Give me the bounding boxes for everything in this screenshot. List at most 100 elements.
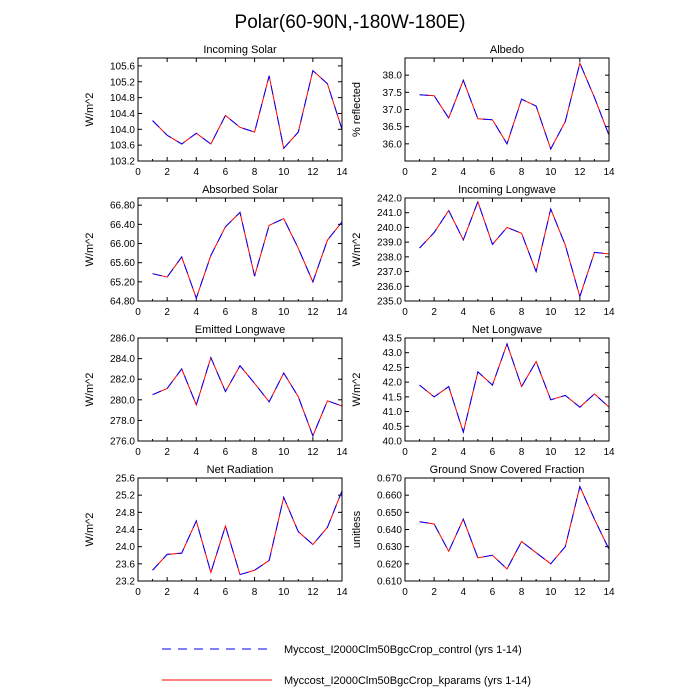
y-tick-label: 25.6 bbox=[116, 474, 136, 485]
panel-incoming-solar: Incoming Solar W/m^2 0 2 4 6 8 10 12 14 103.2 103.6… bbox=[84, 44, 348, 178]
x-tick-label: 2 bbox=[431, 587, 437, 598]
series-line-kparams bbox=[152, 211, 343, 300]
y-tick-label: 36.0 bbox=[383, 139, 403, 150]
x-tick-label: 12 bbox=[574, 587, 586, 598]
y-tick-label: 286.0 bbox=[110, 334, 135, 345]
x-tick-label: 2 bbox=[164, 447, 170, 458]
x-tick-label: 12 bbox=[574, 447, 586, 458]
legend-label-kparams: Myccost_I2000Clm50BgcCrop_kparams (yrs 1… bbox=[284, 675, 531, 687]
panel-incoming-longwave: Incoming Longwave W/m^2 0 2 4 6 8 10 12 14 235.0 23… bbox=[351, 184, 615, 318]
x-tick-label: 0 bbox=[135, 167, 141, 178]
series-line-control bbox=[419, 485, 610, 570]
panel-absorbed-solar: Absorbed Solar W/m^2 0 2 4 6 8 10 12 14 64.80 65.20… bbox=[84, 184, 348, 318]
y-tick-label: 24.0 bbox=[116, 542, 136, 553]
y-tick-label: 0.660 bbox=[377, 491, 402, 502]
x-tick-label: 0 bbox=[402, 447, 408, 458]
series-line-kparams bbox=[419, 200, 610, 299]
x-tick-label: 14 bbox=[603, 447, 615, 458]
plot-frame bbox=[137, 57, 343, 162]
x-tick-label: 14 bbox=[336, 587, 348, 598]
y-tick-label: 37.0 bbox=[383, 105, 403, 116]
y-axis-label: W/m^2 bbox=[84, 373, 96, 407]
x-tick-label: 4 bbox=[461, 447, 467, 458]
series-line-control bbox=[152, 211, 343, 300]
y-tick-label: 37.5 bbox=[383, 88, 403, 99]
y-tick-label: 105.6 bbox=[110, 61, 135, 72]
y-tick-label: 238.0 bbox=[377, 252, 402, 263]
x-tick-label: 4 bbox=[461, 167, 467, 178]
x-tick-label: 2 bbox=[164, 167, 170, 178]
y-tick-label: 64.80 bbox=[110, 297, 135, 308]
x-tick-label: 0 bbox=[402, 587, 408, 598]
x-tick-label: 12 bbox=[307, 587, 319, 598]
y-tick-label: 242.0 bbox=[377, 194, 402, 205]
x-tick-label: 0 bbox=[135, 587, 141, 598]
x-tick-label: 2 bbox=[164, 307, 170, 318]
series-line-kparams bbox=[419, 485, 610, 570]
y-tick-label: 0.630 bbox=[377, 542, 402, 553]
x-tick-label: 10 bbox=[545, 307, 557, 318]
x-tick-label: 6 bbox=[223, 307, 229, 318]
y-tick-label: 237.0 bbox=[377, 267, 402, 278]
x-tick-label: 10 bbox=[278, 447, 290, 458]
panel-title: Albedo bbox=[490, 44, 524, 56]
x-tick-label: 0 bbox=[402, 307, 408, 318]
x-tick-label: 14 bbox=[336, 307, 348, 318]
y-tick-label: 240.0 bbox=[377, 223, 402, 234]
x-tick-label: 0 bbox=[135, 447, 141, 458]
x-tick-label: 10 bbox=[545, 447, 557, 458]
panel-title: Absorbed Solar bbox=[202, 184, 278, 196]
x-tick-label: 6 bbox=[223, 447, 229, 458]
x-tick-label: 6 bbox=[490, 447, 496, 458]
series-line-kparams bbox=[419, 342, 610, 435]
panel-title: Incoming Solar bbox=[203, 44, 277, 56]
y-tick-label: 105.2 bbox=[110, 77, 135, 88]
panel-ground-snow-covered-fraction: Ground Snow Covered Fraction unitless 0 2 4 6… bbox=[351, 464, 615, 598]
x-tick-label: 2 bbox=[431, 307, 437, 318]
y-tick-label: 25.2 bbox=[116, 491, 136, 502]
y-tick-label: 280.0 bbox=[110, 395, 135, 406]
y-tick-label: 66.80 bbox=[110, 201, 135, 212]
panel-emitted-longwave: Emitted Longwave W/m^2 0 2 4 6 8 10 12 14 276.0 278… bbox=[84, 324, 348, 458]
x-tick-label: 4 bbox=[194, 587, 200, 598]
x-tick-label: 14 bbox=[603, 167, 615, 178]
x-tick-label: 14 bbox=[603, 307, 615, 318]
x-tick-label: 14 bbox=[603, 587, 615, 598]
y-tick-label: 0.610 bbox=[377, 577, 402, 588]
panel-net-longwave: Net Longwave W/m^2 0 2 4 6 8 10 12 14 40.0 40.5 41.0… bbox=[351, 324, 615, 458]
y-axis-label: % reflected bbox=[351, 82, 363, 137]
series-line-control bbox=[419, 61, 610, 151]
panel-title: Net Radiation bbox=[207, 464, 274, 476]
x-tick-label: 8 bbox=[519, 307, 525, 318]
x-tick-label: 8 bbox=[252, 307, 258, 318]
series-line-kparams bbox=[152, 69, 343, 150]
y-tick-label: 24.4 bbox=[116, 525, 136, 536]
x-tick-label: 8 bbox=[519, 587, 525, 598]
y-tick-label: 103.2 bbox=[110, 157, 135, 168]
x-tick-label: 10 bbox=[545, 587, 557, 598]
x-tick-label: 2 bbox=[431, 447, 437, 458]
y-tick-label: 43.0 bbox=[383, 348, 403, 359]
x-tick-label: 10 bbox=[545, 167, 557, 178]
y-tick-label: 284.0 bbox=[110, 354, 135, 365]
series-line-control bbox=[419, 342, 610, 435]
y-tick-label: 276.0 bbox=[110, 437, 135, 448]
x-tick-label: 6 bbox=[490, 307, 496, 318]
y-tick-label: 65.60 bbox=[110, 258, 135, 269]
y-tick-label: 42.0 bbox=[383, 378, 403, 389]
x-tick-label: 14 bbox=[336, 167, 348, 178]
x-tick-label: 12 bbox=[307, 167, 319, 178]
panel-title: Emitted Longwave bbox=[195, 324, 286, 336]
y-tick-label: 41.0 bbox=[383, 407, 403, 418]
x-tick-label: 12 bbox=[307, 307, 319, 318]
x-tick-label: 6 bbox=[490, 587, 496, 598]
y-axis-label: W/m^2 bbox=[84, 93, 96, 127]
y-axis-label: W/m^2 bbox=[351, 233, 363, 267]
series-line-control bbox=[152, 69, 343, 150]
x-tick-label: 4 bbox=[194, 307, 200, 318]
panels-group: Incoming Solar W/m^2 0 2 4 6 8 10 12 14 103.2 103.6… bbox=[84, 44, 615, 598]
series-line-control bbox=[152, 490, 343, 576]
panel-albedo: Albedo % reflected 0 2 4 6 8 10 12 14 36.0 36.5 37.0… bbox=[351, 44, 615, 178]
x-tick-label: 0 bbox=[402, 167, 408, 178]
legend-label-control: Myccost_I2000Clm50BgcCrop_control (yrs 1… bbox=[284, 644, 522, 656]
